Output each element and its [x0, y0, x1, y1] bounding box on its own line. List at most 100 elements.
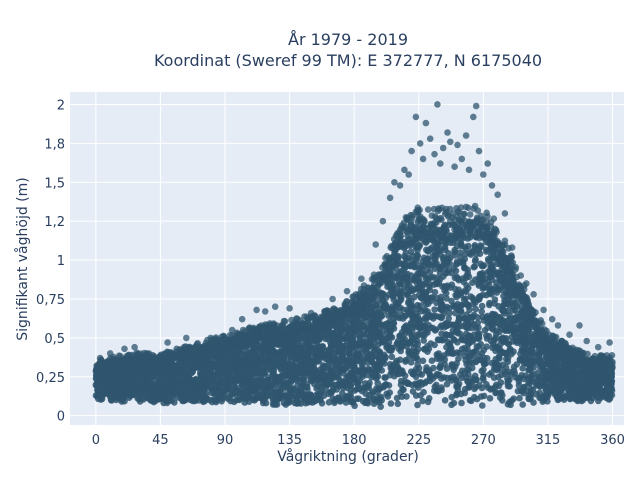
data-point [382, 374, 389, 381]
data-point [512, 315, 519, 322]
data-point [425, 322, 432, 329]
data-point [380, 338, 387, 345]
data-point [437, 299, 444, 306]
data-point [451, 252, 458, 259]
data-point [486, 333, 493, 340]
data-point [504, 380, 511, 387]
data-point [412, 315, 419, 322]
data-point [464, 324, 471, 331]
data-point [467, 397, 474, 404]
data-point [518, 322, 525, 329]
data-point [426, 395, 433, 402]
data-point [227, 398, 234, 405]
data-point [241, 376, 248, 383]
data-point [215, 380, 222, 387]
data-point [286, 339, 293, 346]
data-point [471, 264, 478, 271]
data-point [475, 324, 482, 331]
data-point [490, 322, 497, 329]
data-point [510, 307, 517, 314]
data-point [535, 335, 542, 342]
data-point [485, 279, 492, 286]
data-point [373, 329, 380, 336]
data-point [354, 386, 361, 393]
data-point [395, 401, 402, 408]
data-point [410, 262, 417, 269]
data-point [371, 400, 378, 407]
data-point [388, 347, 395, 354]
data-point [385, 279, 392, 286]
data-point [442, 335, 449, 342]
data-point [437, 265, 444, 272]
data-point [218, 396, 225, 403]
data-point [233, 362, 240, 369]
data-point [403, 256, 410, 263]
data-point [409, 335, 416, 342]
data-point [433, 280, 440, 287]
data-point [434, 355, 441, 362]
data-point [209, 399, 216, 406]
data-point [448, 394, 455, 401]
data-point [234, 388, 241, 395]
data-point [400, 315, 407, 322]
data-point [522, 339, 529, 346]
data-point [431, 260, 438, 267]
chart-title-line1: År 1979 - 2019 [288, 30, 408, 49]
data-point [301, 383, 308, 390]
data-point [505, 401, 512, 408]
data-point [203, 381, 210, 388]
data-point [484, 324, 491, 331]
data-point [479, 275, 486, 282]
data-point [537, 341, 544, 348]
data-point [448, 362, 455, 369]
data-point [480, 285, 487, 292]
data-point [389, 354, 396, 361]
data-point [478, 393, 485, 400]
data-point [397, 305, 404, 312]
data-point [469, 279, 476, 286]
data-point [468, 350, 475, 357]
data-point [377, 403, 384, 410]
data-point [451, 400, 458, 407]
data-point [307, 391, 314, 398]
data-point [373, 373, 380, 380]
data-point [452, 310, 459, 317]
data-point [410, 306, 417, 313]
data-point [541, 395, 548, 402]
data-point [260, 397, 267, 404]
data-point [383, 381, 390, 388]
data-point [347, 353, 354, 360]
data-point [344, 394, 351, 401]
data-point [450, 327, 457, 334]
data-point [130, 373, 137, 380]
data-point [492, 284, 499, 291]
data-point [515, 375, 522, 382]
data-point [487, 395, 494, 402]
data-point [431, 306, 438, 313]
data-point [545, 384, 552, 391]
data-point [347, 370, 354, 377]
data-point [558, 386, 565, 393]
data-point [453, 376, 460, 383]
data-point [575, 383, 582, 390]
data-point [294, 399, 301, 406]
data-point [391, 373, 398, 380]
data-point [597, 368, 604, 375]
data-point [101, 372, 108, 379]
data-point [431, 342, 438, 349]
data-point [322, 381, 329, 388]
data-point [223, 377, 230, 384]
data-point [505, 355, 512, 362]
data-point [555, 397, 562, 404]
data-point [420, 389, 427, 396]
data-point [400, 339, 407, 346]
data-point [586, 393, 593, 400]
data-point [488, 252, 495, 259]
data-point [469, 365, 476, 372]
data-point [351, 377, 358, 384]
data-point [299, 366, 306, 373]
data-point [506, 341, 513, 348]
data-point [397, 367, 404, 374]
